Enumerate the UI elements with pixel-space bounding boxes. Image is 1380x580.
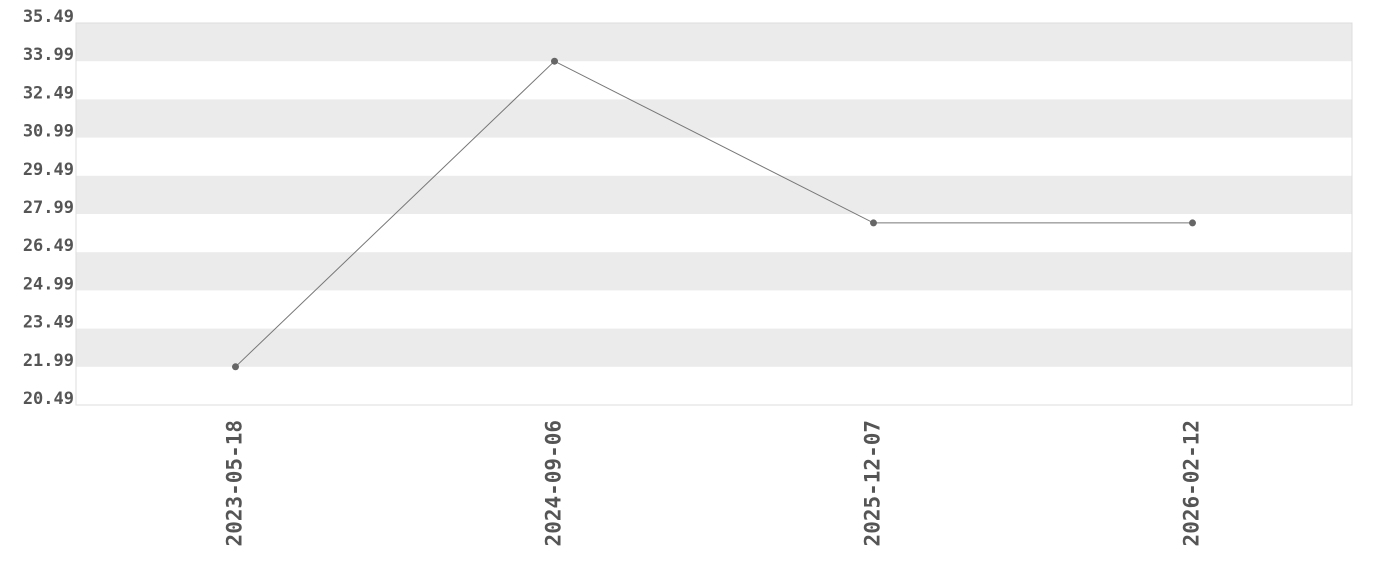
grid-band (76, 99, 1352, 138)
x-tick-label: 2024-09-06 (542, 420, 566, 546)
x-tick-label: 2025-12-07 (861, 420, 885, 546)
point (551, 57, 558, 65)
y-tick-label: 23.49 (23, 313, 74, 333)
point (870, 219, 877, 227)
y-tick-label: 24.99 (23, 274, 74, 294)
plot-frame (75, 22, 1353, 406)
grid-band (76, 252, 1352, 291)
y-tick-label: 26.49 (23, 236, 74, 256)
y-tick-label: 30.99 (23, 122, 74, 142)
y-tick-label: 20.49 (23, 389, 74, 409)
grid-band (76, 328, 1352, 367)
y-tick-label: 27.99 (23, 198, 74, 218)
y-tick-label: 35.49 (23, 7, 74, 27)
point (232, 363, 239, 371)
x-tick-label: 2026-02-12 (1180, 420, 1204, 546)
grid-band (76, 175, 1352, 214)
y-tick-label: 21.99 (23, 351, 74, 371)
grid-band (76, 23, 1352, 62)
y-tick-label: 32.49 (23, 83, 74, 103)
point (1189, 219, 1196, 227)
x-tick-label: 2023-05-18 (223, 420, 247, 546)
y-tick-label: 29.49 (23, 160, 74, 180)
line (235, 60, 1193, 368)
y-tick-label: 33.99 (23, 45, 74, 65)
